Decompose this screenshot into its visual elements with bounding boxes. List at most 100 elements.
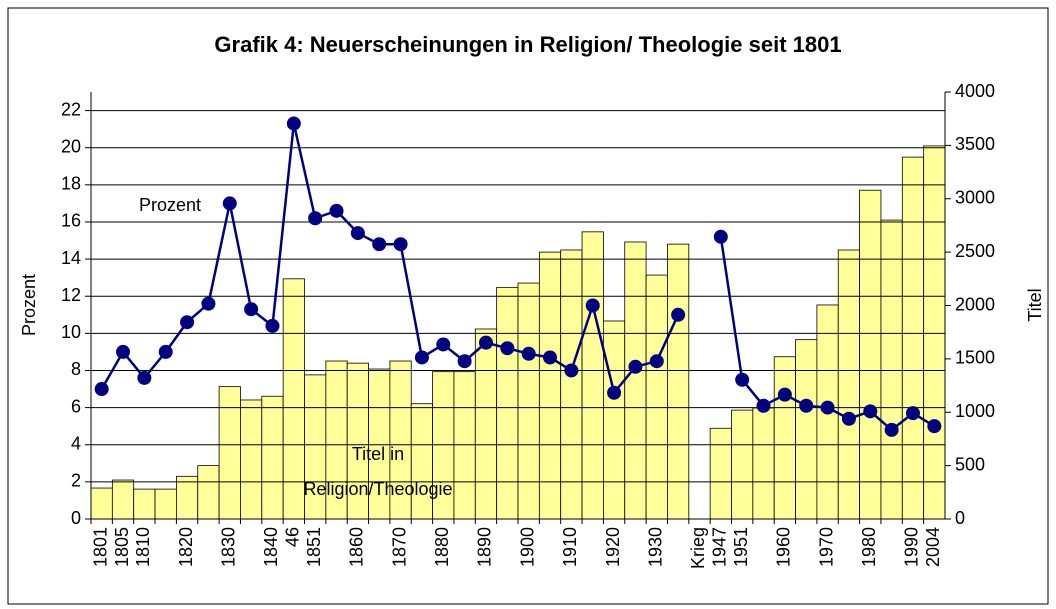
line-marker [905,406,920,421]
y2-tick-label: 4000 [955,81,995,101]
line-marker [94,382,109,397]
line-marker [649,354,664,369]
line-marker [735,372,750,387]
line [100,123,680,396]
y-tick-label: 18 [61,174,81,194]
x-tick-label: 46 [283,527,303,547]
y-tick-label: 20 [61,136,81,156]
x-tick-label: Krieg [688,527,708,569]
bar [496,286,519,520]
line-marker [372,237,387,252]
bar [218,386,241,520]
y-tick-label: 12 [61,285,81,305]
bar [603,320,626,520]
line-marker [777,387,792,402]
bar [154,488,177,520]
x-tick-label: 1970 [816,527,836,567]
x-tick-label: 1920 [603,527,623,567]
y2-tick-label: 1500 [955,348,995,368]
x-tick-label: 1951 [731,527,751,567]
line-marker [478,335,493,350]
bar [731,409,754,520]
x-tick-label: 1910 [560,527,580,567]
y2-tick-label: 3500 [955,134,995,154]
line-marker [393,237,408,252]
bar [837,249,861,520]
chart-title: Grafik 4: Neuerscheinungen in Religion/ … [214,32,841,57]
bar [90,487,113,520]
x-tick-label: 1820 [176,527,196,567]
x-tick-label: 1801 [90,527,110,567]
y-tick-label: 0 [71,508,81,528]
bar [111,479,135,520]
bar [410,403,434,520]
line-marker [585,298,600,313]
line-marker [180,315,195,330]
line-marker [137,370,152,385]
y-tick-label: 22 [61,99,81,119]
x-tick-label: 1890 [475,527,495,567]
annotation: Titel in [352,444,404,464]
bar [880,219,903,520]
line-marker [863,404,878,419]
y-tick-label: 10 [61,322,81,342]
line-marker [286,116,301,131]
bar [901,156,925,520]
bar [923,145,946,520]
line-marker [713,229,728,244]
bar [538,251,562,520]
bar [197,465,220,520]
y-tick-label: 16 [61,211,81,231]
bar [624,241,647,520]
x-tick-label: 2004 [923,527,943,567]
bar [773,356,796,520]
y-tick-label: 2 [71,471,81,491]
y2-tick-label: 0 [955,508,965,528]
y2-tick-label: 2000 [955,294,995,314]
bar [517,282,540,520]
line-marker [884,422,899,437]
line-marker [756,398,771,413]
line-marker [500,341,515,356]
x-tick-label: 1990 [902,527,922,567]
y-tick-label: 14 [61,248,81,268]
line-marker [628,359,643,374]
y2-tick-label: 1000 [955,401,995,421]
bar [667,243,690,520]
line-marker [350,226,365,241]
bar [240,399,263,520]
x-tick-label: 1851 [304,527,324,567]
line-marker [329,203,344,218]
bar [581,231,604,520]
line-marker [436,337,451,352]
x-tick-label: 1830 [219,527,239,567]
x-tick-label: 1805 [112,527,132,567]
x-tick-label: 1880 [432,527,452,567]
line-marker [414,350,429,365]
line-marker [543,350,558,365]
x-tick-label: 1810 [133,527,153,567]
x-tick-label: 1860 [347,527,367,567]
y-axis-label: Prozent [19,274,39,336]
line-marker [222,196,237,211]
bar [709,427,732,520]
line-marker [308,211,323,226]
bar [560,249,583,520]
x-tick-label: 1900 [517,527,537,567]
bar [282,278,305,520]
line-marker [820,400,835,415]
x-tick-label: 1980 [859,527,879,567]
line-marker [607,385,622,400]
line-marker [927,419,942,434]
y-tick-label: 4 [71,433,81,453]
line-marker [841,411,856,426]
y2-tick-label: 500 [955,454,985,474]
x-tick-label: 1960 [774,527,794,567]
line-marker [201,296,216,311]
annotation: Prozent [139,195,201,215]
bar [261,395,284,520]
y2-axis-label: Titel [1025,288,1045,321]
bar [859,189,882,520]
bar [133,488,156,520]
